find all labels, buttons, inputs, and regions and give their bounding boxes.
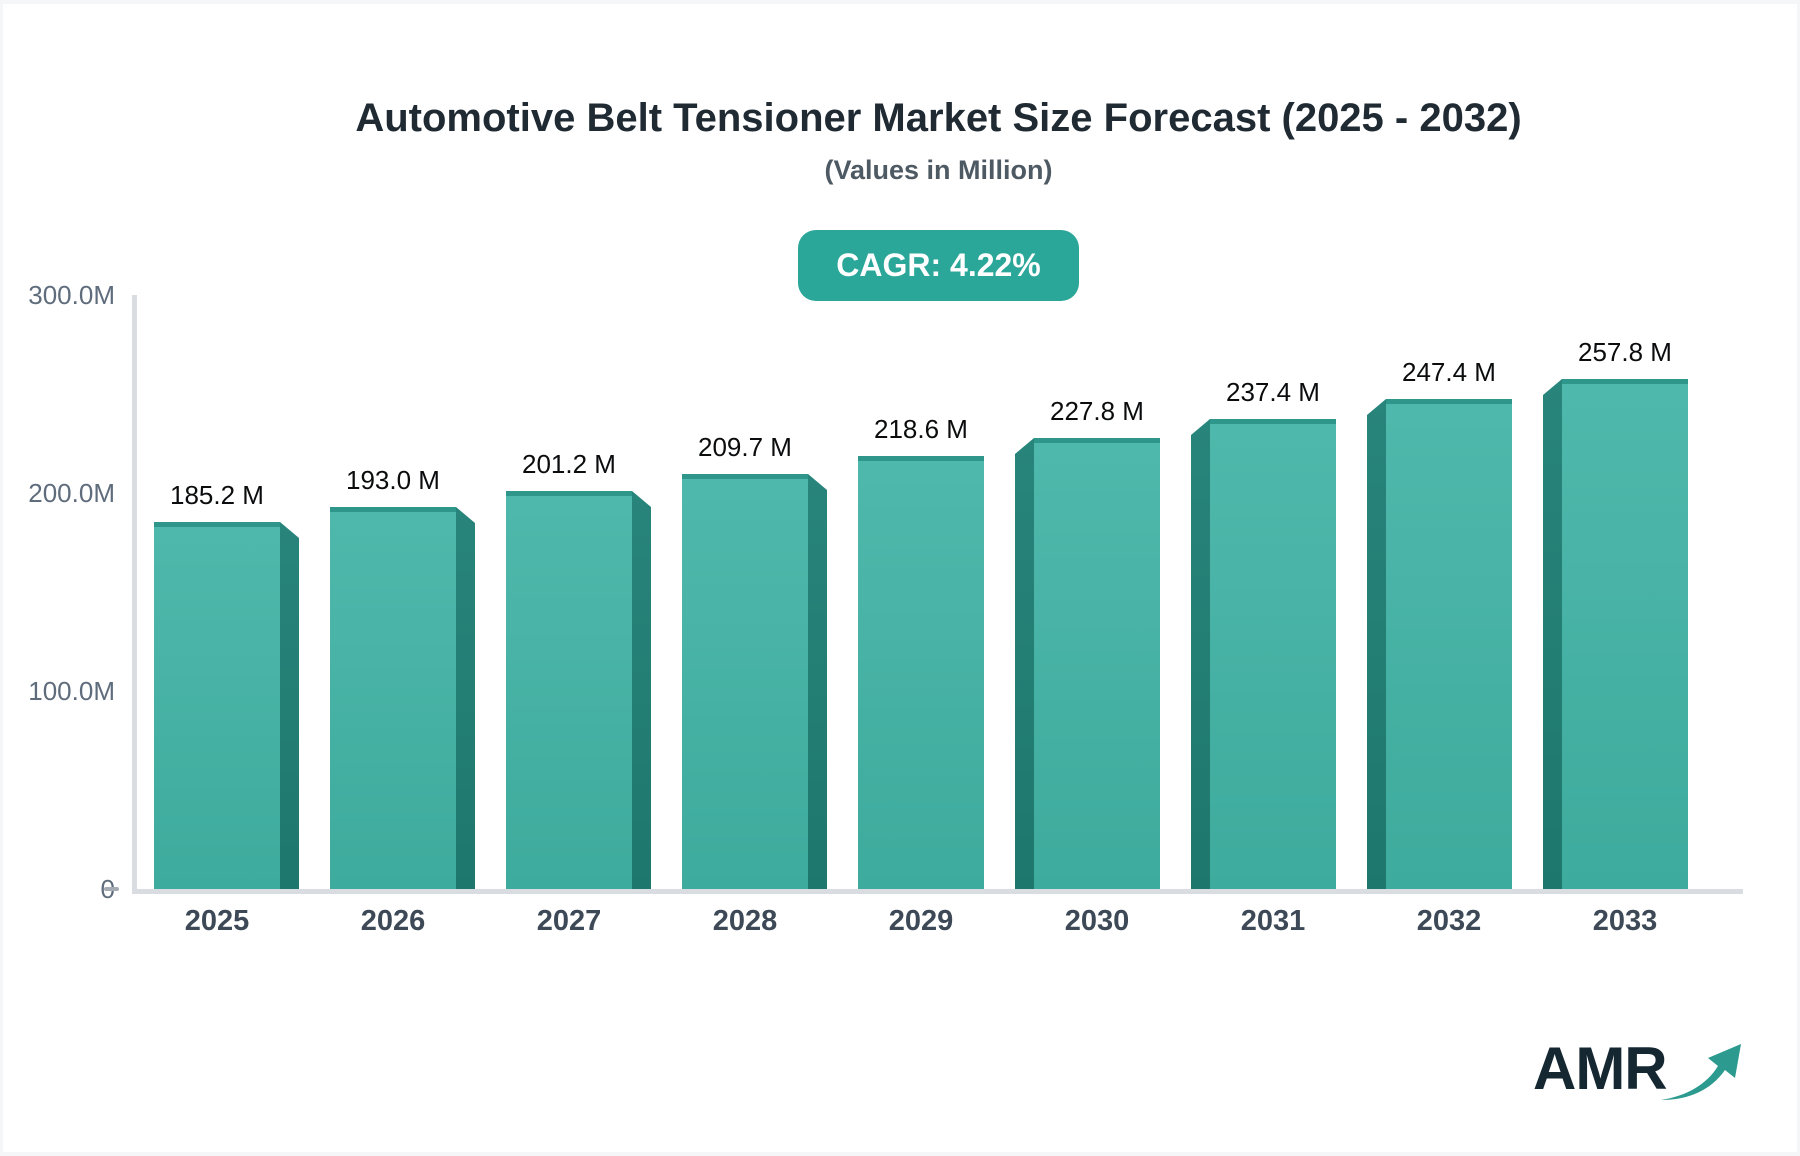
chart-header: Automotive Belt Tensioner Market Size Fo…	[134, 4, 1743, 301]
bar-value-label: 247.4 M	[1402, 357, 1496, 387]
cagr-badge: CAGR: 4.22%	[798, 230, 1079, 301]
y-axis-tick-label: 200.0M	[28, 478, 115, 508]
bar-2026	[330, 507, 456, 889]
bar-3d-side	[1367, 399, 1386, 889]
x-axis-label: 2025	[184, 905, 250, 937]
bar-2032	[1386, 399, 1512, 889]
bar-2025	[154, 522, 280, 889]
bar-2029	[858, 456, 984, 889]
y-axis-tick-label: 300.0M	[28, 280, 115, 310]
bar-3d-side	[808, 474, 827, 889]
bar-3d-side	[456, 507, 475, 889]
chart-card: Automotive Belt Tensioner Market Size Fo…	[3, 4, 1797, 1152]
bar-2030	[1034, 438, 1160, 889]
bar-3d-side	[1191, 419, 1210, 889]
bar-value-label: 237.4 M	[1226, 377, 1320, 407]
y-axis-tick-label: 0	[3, 871, 115, 907]
bar-2028	[682, 474, 808, 889]
y-axis-tick-label: 100.0M	[28, 676, 115, 706]
x-axis-label: 2028	[712, 905, 778, 937]
amr-logo-text: AMR	[1533, 1035, 1668, 1102]
bar-value-label: 209.7 M	[698, 432, 792, 462]
bar-3d-side	[280, 522, 299, 889]
bar-3d-side	[1015, 438, 1034, 889]
bar-3d-side	[632, 491, 651, 889]
y-axis-line	[132, 295, 137, 894]
plot-area: 185.2 M 2025 193.0 M 2026 201.2 M 2027 209.7 M…	[132, 295, 1743, 937]
x-axis-label: 2031	[1240, 905, 1306, 937]
bar-2027	[506, 491, 632, 889]
x-axis-line	[132, 889, 1743, 894]
bar-value-label: 257.8 M	[1578, 337, 1672, 367]
bar-value-label: 201.2 M	[522, 449, 616, 479]
bar-value-label: 218.6 M	[874, 414, 968, 444]
x-axis-label: 2027	[536, 905, 602, 937]
amr-logo: AMR	[1533, 1026, 1773, 1116]
x-axis-label: 2026	[360, 905, 426, 937]
x-axis-label: 2032	[1416, 905, 1482, 937]
x-axis-label: 2030	[1064, 905, 1130, 937]
bar-value-label: 193.0 M	[346, 465, 440, 495]
bar-value-label: 227.8 M	[1050, 396, 1144, 426]
bar-2031	[1210, 419, 1336, 889]
bar-3d-side	[1543, 379, 1562, 889]
chart-subtitle: (Values in Million)	[824, 155, 1053, 185]
x-axis-label: 2033	[1592, 905, 1658, 937]
x-axis-label: 2029	[888, 905, 954, 937]
zero-tick-mark	[104, 887, 119, 891]
chart-title: Automotive Belt Tensioner Market Size Fo…	[355, 96, 1522, 140]
bar-value-label: 185.2 M	[170, 480, 264, 510]
bar-2033	[1562, 379, 1688, 889]
amr-logo-arrow-icon	[1661, 1044, 1741, 1100]
